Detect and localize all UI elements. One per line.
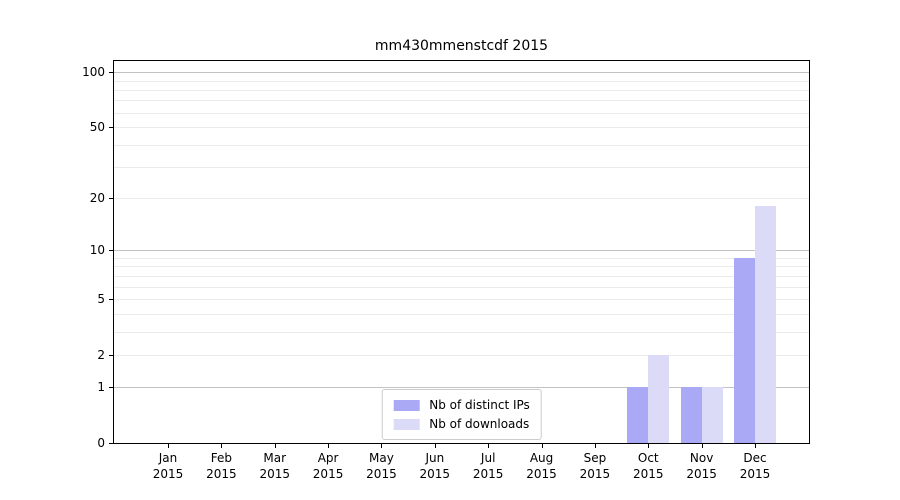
y-tick-label: 50 xyxy=(89,120,105,135)
x-tick-month: Sep xyxy=(583,451,607,465)
x-tick-label: Mar 2015 xyxy=(245,450,305,482)
x-tick-month: Jun xyxy=(425,451,445,465)
gridline-minor xyxy=(114,354,809,356)
x-tick-year: 2015 xyxy=(686,467,717,481)
gridline-minor xyxy=(114,112,809,114)
legend: Nb of distinct IPs Nb of downloads xyxy=(381,389,542,440)
x-tick-mark xyxy=(381,444,383,448)
x-tick-year: 2015 xyxy=(206,467,237,481)
x-tick-mark xyxy=(755,444,756,448)
y-tick-mark xyxy=(109,387,113,389)
gridline-minor xyxy=(114,167,809,169)
x-tick-label: May 2015 xyxy=(351,450,411,482)
x-tick-label: Oct 2015 xyxy=(618,450,678,482)
gridline-minor xyxy=(114,198,809,200)
x-tick-label: Dec 2015 xyxy=(725,450,785,482)
x-tick-month: Apr xyxy=(317,451,339,465)
x-tick-year: 2015 xyxy=(259,467,290,481)
x-tick-label: Nov 2015 xyxy=(672,450,732,482)
x-tick-label: Aug 2015 xyxy=(512,450,572,482)
x-tick-label: Apr 2015 xyxy=(298,450,358,482)
x-tick-mark xyxy=(434,444,436,448)
x-tick-label: Jun 2015 xyxy=(405,450,465,482)
bar-nb-of-downloads-oct xyxy=(648,354,670,443)
x-tick-month: May xyxy=(369,451,394,465)
legend-label: Nb of downloads xyxy=(429,417,530,431)
chart-title: mm430mmenstcdf 2015 xyxy=(374,38,549,54)
y-tick-mark xyxy=(109,299,113,300)
x-tick-mark xyxy=(701,444,703,448)
x-tick-month: Dec xyxy=(743,451,767,465)
x-tick-year: 2015 xyxy=(739,467,771,481)
y-tick-label: 10 xyxy=(89,243,105,258)
x-tick-year: 2015 xyxy=(632,467,664,481)
x-tick-month: Jan xyxy=(158,451,178,465)
y-tick-mark xyxy=(109,250,113,252)
bar-nb-of-downloads-nov xyxy=(701,387,723,443)
y-tick-label: 0 xyxy=(97,436,105,450)
plot-area: Nb of distinct IPs Nb of downloads xyxy=(113,60,810,444)
x-tick-month: Aug xyxy=(529,451,554,465)
gridline-minor xyxy=(114,286,809,288)
x-tick-month: Jul xyxy=(480,451,496,465)
legend-item: Nb of downloads xyxy=(393,416,530,432)
x-tick-year: 2015 xyxy=(312,467,344,481)
x-tick-year: 2015 xyxy=(152,467,184,481)
x-tick-month: Nov xyxy=(689,451,714,465)
x-tick-mark xyxy=(541,444,543,448)
x-tick-label: Jan 2015 xyxy=(138,450,198,482)
gridline-minor xyxy=(114,313,809,315)
x-tick-mark xyxy=(168,444,169,448)
gridline-major xyxy=(114,250,809,252)
bar-nb-of-distinct-ips-dec xyxy=(734,257,755,443)
gridline-minor xyxy=(114,80,809,82)
x-tick-year: 2015 xyxy=(472,467,504,481)
x-tick-year: 2015 xyxy=(579,467,611,481)
gridline-major xyxy=(114,387,809,389)
x-tick-year: 2015 xyxy=(526,467,557,481)
legend-item: Nb of distinct IPs xyxy=(393,397,530,413)
x-tick-month: Feb xyxy=(210,451,232,465)
y-tick-label: 20 xyxy=(89,191,105,206)
gridline-minor xyxy=(114,299,809,300)
legend-swatch xyxy=(393,418,420,430)
y-tick-label: 5 xyxy=(97,292,105,306)
y-tick-mark xyxy=(109,198,113,200)
gridline-minor xyxy=(114,100,809,102)
y-tick-label: 1 xyxy=(97,380,105,395)
y-tick-label: 100 xyxy=(82,65,105,80)
x-tick-mark xyxy=(221,444,223,448)
x-tick-mark xyxy=(488,444,490,448)
bar-nb-of-distinct-ips-oct xyxy=(627,387,649,443)
x-tick-year: 2015 xyxy=(366,467,397,481)
x-tick-label: Sep 2015 xyxy=(565,450,625,482)
legend-label: Nb of distinct IPs xyxy=(429,398,530,412)
y-tick-mark xyxy=(109,443,113,444)
bar-nb-of-downloads-dec xyxy=(755,206,776,443)
y-tick-label: 2 xyxy=(97,347,105,362)
bar-nb-of-distinct-ips-nov xyxy=(680,387,702,443)
gridline-minor xyxy=(114,266,809,268)
x-tick-year: 2015 xyxy=(419,467,451,481)
x-tick-mark xyxy=(648,444,650,448)
x-tick-mark xyxy=(594,444,596,448)
x-tick-month: Mar xyxy=(263,451,287,465)
y-tick-mark xyxy=(109,127,113,129)
x-tick-mark xyxy=(328,444,330,448)
legend-swatch xyxy=(393,399,420,411)
gridline-minor xyxy=(114,331,809,333)
gridline-minor xyxy=(114,144,809,146)
y-tick-mark xyxy=(109,72,113,74)
y-tick-mark xyxy=(109,354,113,356)
x-tick-mark xyxy=(274,444,276,448)
gridline-minor xyxy=(114,275,809,277)
gridline-minor xyxy=(114,257,809,259)
gridline-minor xyxy=(114,127,809,129)
x-tick-label: Feb 2015 xyxy=(191,450,251,482)
gridline-minor xyxy=(114,89,809,91)
x-tick-label: Jul 2015 xyxy=(458,450,518,482)
gridline-major xyxy=(114,72,809,74)
x-tick-month: Oct xyxy=(637,451,659,465)
